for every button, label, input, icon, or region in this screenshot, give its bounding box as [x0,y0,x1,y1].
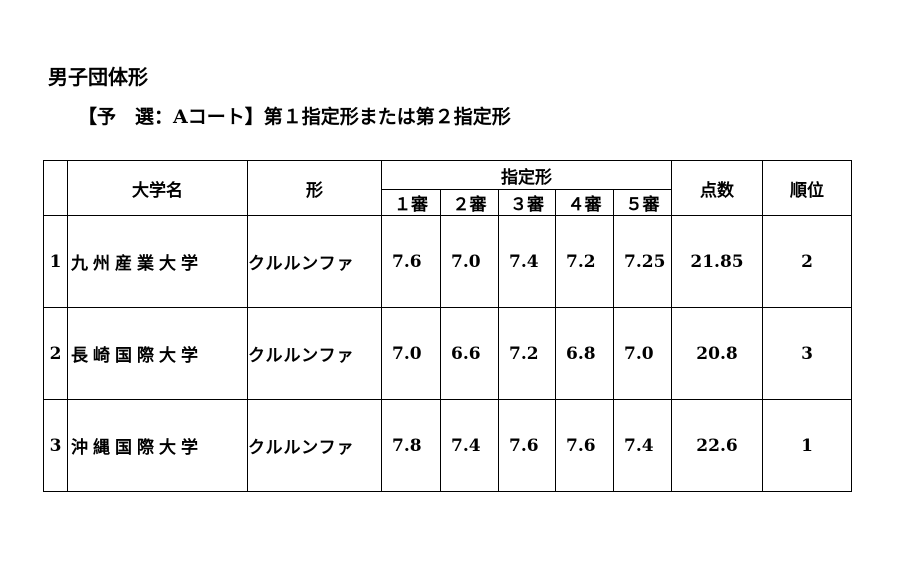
header-rank: 順位 [762,160,852,216]
university-cell: 沖縄国際大学 [67,399,248,492]
header-points: 点数 [671,160,763,216]
judge-score-cell: 7.6 [381,215,441,308]
university-cell: 長崎国際大学 [67,307,248,400]
judge-score-cell: 7.0 [440,215,499,308]
kata-cell: クルルンファ [247,215,382,308]
row-number: 2 [43,307,68,400]
judge-score-cell: 7.4 [613,399,672,492]
judge-score-cell: 7.2 [498,307,556,400]
header-judge: １審 [381,189,441,216]
header-kata: 形 [247,160,382,216]
header-judge: ３審 [498,189,556,216]
header-no [43,160,68,216]
rank-cell: 2 [762,215,852,308]
judge-score-cell: 7.6 [498,399,556,492]
header-judges-row: １審 ２審 ３審 ４審 ５審 [44,189,852,216]
results-table: 大学名 形 指定形 点数 順位 １審 ２審 ３審 ４審 ５審 1 九州産業大学 クル… [43,160,852,492]
judge-score-cell: 7.0 [613,307,672,400]
section-subtitle: 【予 選：Aコート】第１指定形または第２指定形 [78,106,511,128]
table-row: 1 九州産業大学 クルルンファ 7.6 7.0 7.4 7.2 7.25 21.85 2 [43,215,852,308]
judge-score-cell: 7.4 [440,399,499,492]
rank-cell: 1 [762,399,852,492]
header-judge: ５審 [613,189,672,216]
table-row: 3 沖縄国際大学 クルルンファ 7.8 7.4 7.6 7.6 7.4 22.6 1 [43,399,852,492]
header-judge: ２審 [440,189,499,216]
judge-score-cell: 7.8 [381,399,441,492]
header-row: 大学名 形 指定形 点数 順位 [43,160,852,216]
table-row: 2 長崎国際大学 クルルンファ 7.0 6.6 7.2 6.8 7.0 20.8 3 [43,307,852,400]
judge-score-cell: 7.4 [498,215,556,308]
judge-score-cell: 7.6 [555,399,614,492]
kata-cell: クルルンファ [247,307,382,400]
judge-score-cell: 7.2 [555,215,614,308]
judge-score-cell: 7.0 [381,307,441,400]
row-number: 3 [43,399,68,492]
header-designated: 指定形 [381,160,672,190]
header-university: 大学名 [67,160,248,216]
judge-score-cell: 6.6 [440,307,499,400]
points-cell: 21.85 [671,215,763,308]
university-cell: 九州産業大学 [67,215,248,308]
row-number: 1 [43,215,68,308]
rank-cell: 3 [762,307,852,400]
points-cell: 20.8 [671,307,763,400]
judge-score-cell: 6.8 [555,307,614,400]
points-cell: 22.6 [671,399,763,492]
header-judge: ４審 [555,189,614,216]
page-title: 男子団体形 [48,65,148,89]
kata-cell: クルルンファ [247,399,382,492]
judge-score-cell: 7.25 [613,215,672,308]
